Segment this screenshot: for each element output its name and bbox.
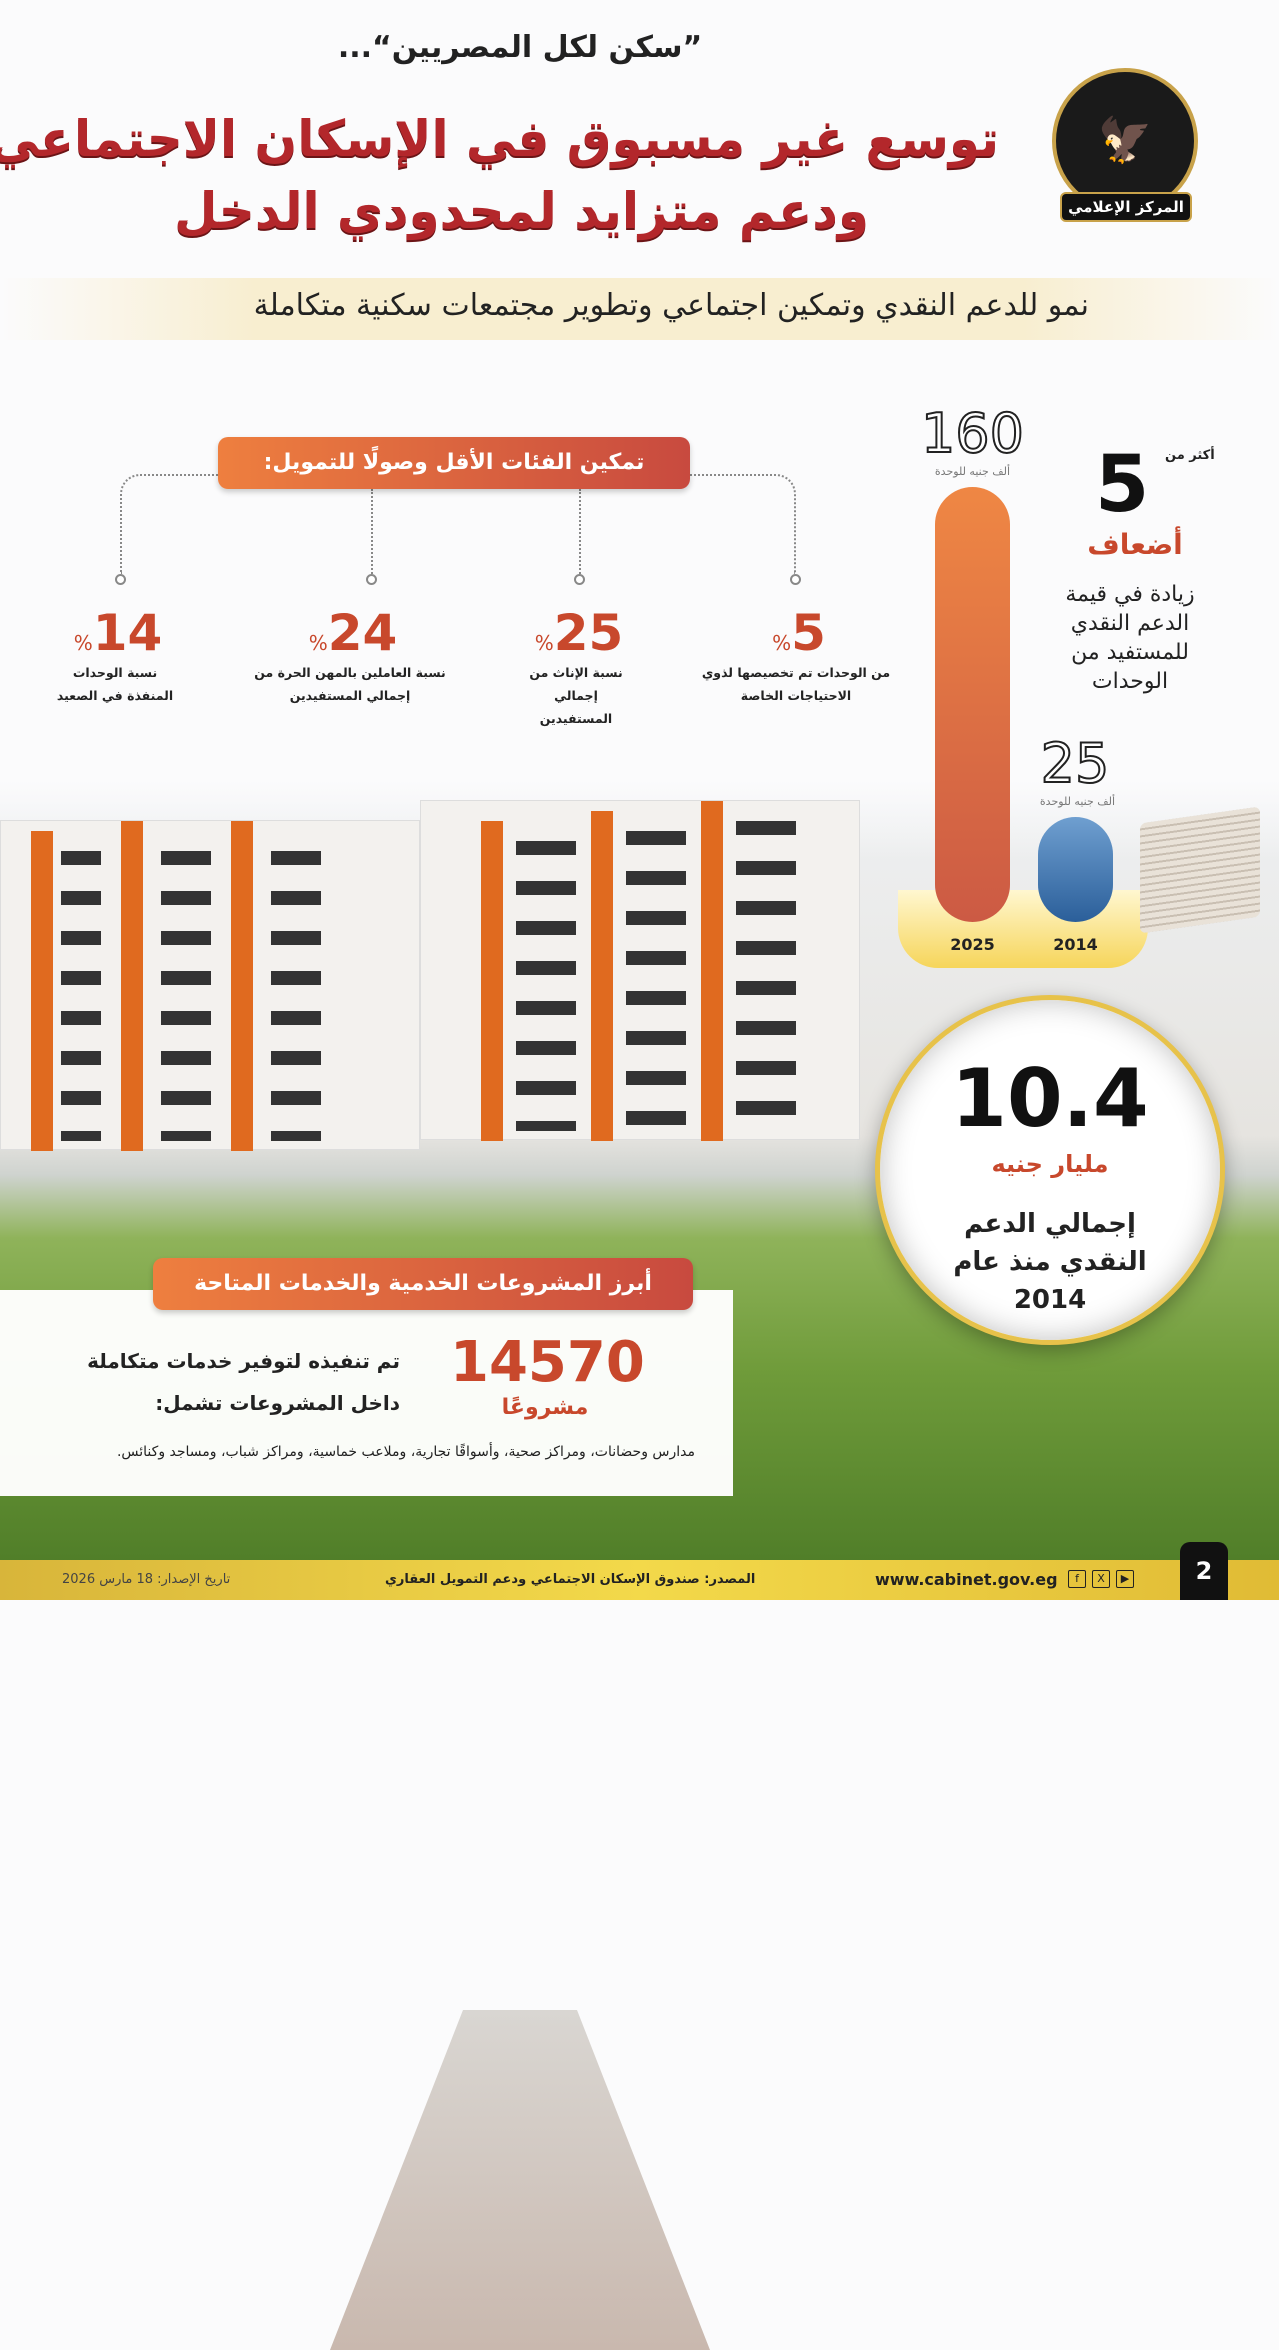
total-support-unit: مليار جنيه (991, 1150, 1109, 1178)
x-icon[interactable]: X (1092, 1570, 1110, 1588)
projects-heading: أبرز المشروعات الخدمية والخدمات المتاحة (153, 1258, 693, 1310)
stat-freelancers: %24 نسبة العاملين بالمهن الحرة من إجمالي… (250, 605, 450, 707)
page-title-line1: توسع غير مسبوق في الإسكان الاجتماعي (0, 110, 999, 168)
money-stack-icon (1140, 806, 1260, 934)
growth-prefix: أكثر من (1165, 448, 1215, 463)
subtitle-band (0, 278, 1279, 340)
stat-value: 14 (92, 604, 163, 662)
website-link[interactable]: www.cabinet.gov.eg (875, 1570, 1058, 1589)
total-support-value: 10.4 (951, 1052, 1149, 1145)
connector-dot (366, 574, 377, 585)
stat-value: 5 (791, 604, 826, 662)
projects-list: مدارس وحضانات، ومراكز صحية، وأسواقًا تجا… (116, 1444, 695, 1460)
eagle-emblem-icon: 🦅 (1097, 115, 1153, 166)
total-support-badge: 10.4 مليار جنيه إجمالي الدعم النقدي منذ … (875, 995, 1225, 1345)
stat-value: 25 (553, 604, 624, 662)
projects-count-unit: مشروعًا (501, 1395, 589, 1420)
youtube-icon[interactable]: ▶ (1116, 1570, 1134, 1588)
release-date: تاريخ الإصدار: 18 مارس 2026 (62, 1572, 231, 1587)
growth-multiplier: 5 (1095, 440, 1150, 530)
connector-line (120, 474, 218, 574)
projects-count: 14570 (450, 1330, 645, 1395)
connector-dot (790, 574, 801, 585)
stat-label: من الوحدات تم تخصيصها لذوي الاحتياجات ال… (701, 665, 891, 703)
connector-line (690, 474, 796, 574)
growth-word: أضعاف (1087, 528, 1183, 561)
facebook-icon[interactable]: f (1068, 1570, 1086, 1588)
header-quote: ”سكن لكل المصريين“... (337, 30, 703, 65)
stat-unit: % (534, 631, 554, 655)
connector-dot (574, 574, 585, 585)
logo-ribbon: المركز الإعلامي (1060, 192, 1192, 222)
stat-label: نسبة الوحدات المنفذة في الصعيد (56, 665, 174, 703)
connector-line (371, 489, 373, 574)
stat-unit: % (73, 631, 93, 655)
stat-special-needs: %5 من الوحدات تم تخصيصها لذوي الاحتياجات… (696, 605, 896, 707)
stat-value: 24 (327, 604, 398, 662)
unit-label-2025: ألف جنيه للوحدة (934, 465, 1011, 478)
stat-label: نسبة الإناث من إجمالي المستفيدين (529, 665, 623, 726)
value-label-2014: 25 (1040, 731, 1111, 796)
building-left (0, 820, 420, 1151)
page-subtitle: نمو للدعم النقدي وتمكين اجتماعي وتطوير م… (253, 288, 1089, 323)
empowerment-heading: تمكين الفئات الأقل وصولًا للتمويل: (218, 437, 690, 489)
footer: تاريخ الإصدار: 18 مارس 2026 المصدر: صندو… (0, 1560, 1279, 1600)
stat-unit: % (772, 631, 792, 655)
stat-label: نسبة العاملين بالمهن الحرة من إجمالي الم… (254, 665, 446, 703)
chart-base (898, 890, 1148, 968)
source: المصدر: صندوق الإسكان الاجتماعي ودعم الت… (385, 1572, 756, 1587)
unit-label-2014: ألف جنيه للوحدة (1039, 795, 1116, 808)
paved-walkway (330, 2010, 710, 2350)
connector-line (579, 489, 581, 574)
stat-women: %25 نسبة الإناث من إجمالي المستفيدين (476, 605, 676, 730)
cabinet-logo: 🦅 (1052, 68, 1198, 214)
connector-dot (115, 574, 126, 585)
bar-2014 (1038, 817, 1113, 922)
stat-unit: % (308, 631, 328, 655)
projects-panel (0, 1290, 733, 1496)
year-label-2014: 2014 (1053, 935, 1098, 954)
projects-description: تم تنفيذه لتوفير خدمات متكاملة داخل المش… (87, 1349, 400, 1415)
bar-2025 (935, 487, 1010, 922)
stat-upper-egypt: %14 نسبة الوحدات المنفذة في الصعيد (15, 605, 215, 707)
growth-description: زيادة في قيمة الدعم النقدي للمستفيد من ا… (1065, 582, 1195, 694)
page-title-line2: ودعم متزايد لمحدودي الدخل (174, 182, 869, 240)
page-number: 2 (1180, 1542, 1228, 1600)
building-center (420, 800, 860, 1141)
value-label-2025: 160 (920, 401, 1025, 466)
year-label-2025: 2025 (950, 935, 995, 954)
total-support-description: إجمالي الدعم النقدي منذ عام 2014 (953, 1209, 1147, 1315)
